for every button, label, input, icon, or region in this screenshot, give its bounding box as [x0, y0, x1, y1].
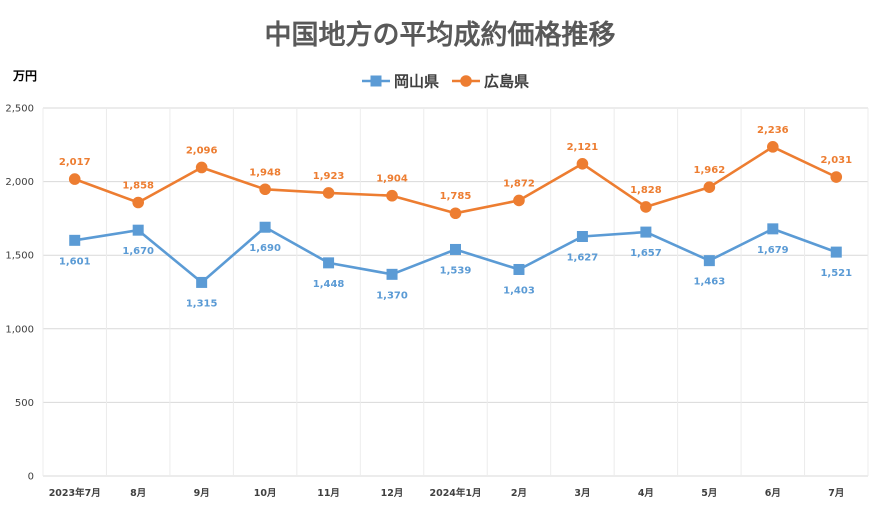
- chart-title: 中国地方の平均成約価格推移: [265, 19, 616, 51]
- data-label: 1,785: [440, 191, 472, 202]
- legend-marker-circle: [460, 75, 472, 87]
- y-tick-label: 2,000: [5, 177, 34, 188]
- data-point-circle: [259, 183, 271, 196]
- data-point-square: [576, 231, 588, 243]
- x-tick-label: 2023年7月: [49, 487, 101, 499]
- data-label: 1,904: [376, 174, 408, 185]
- data-label: 1,679: [757, 245, 789, 256]
- x-tick-label: 11月: [317, 488, 340, 499]
- x-tick-label: 3月: [574, 488, 590, 499]
- data-point-square: [259, 221, 271, 233]
- x-tick-label: 7月: [828, 488, 844, 499]
- data-point-circle: [576, 157, 589, 170]
- data-label: 2,031: [820, 155, 852, 166]
- gridlines: [42, 107, 869, 477]
- data-point-circle: [386, 189, 398, 202]
- data-label: 1,962: [694, 165, 726, 176]
- data-label: 1,948: [249, 167, 281, 178]
- data-point-circle: [68, 173, 81, 185]
- x-tick-label: 4月: [638, 488, 654, 499]
- data-point-square: [830, 246, 842, 258]
- data-point-circle: [767, 141, 779, 153]
- data-label: 1,539: [440, 265, 472, 276]
- data-point-circle: [195, 161, 208, 174]
- y-tick-label: 1,500: [5, 251, 34, 262]
- data-point-square: [640, 226, 652, 238]
- data-label: 1,370: [376, 290, 408, 301]
- x-tick-label: 5月: [701, 488, 717, 499]
- legend-label: 広島県: [484, 73, 529, 91]
- data-point-square: [386, 268, 398, 280]
- y-tick-label: 2,500: [5, 104, 34, 115]
- data-labels: 1,601 1,670 1,315 1,690 1,448 1,370 1,539 1,403…: [59, 125, 852, 310]
- data-point-square: [323, 257, 335, 269]
- legend: 岡山県 広島県: [362, 73, 529, 91]
- data-label: 1,627: [567, 253, 599, 264]
- series-layer: [68, 141, 843, 288]
- data-point-circle: [513, 194, 525, 207]
- data-label: 2,017: [59, 157, 91, 168]
- data-label: 1,403: [503, 285, 535, 296]
- y-axis-ticks: 0 500 1,000 1,500 2,000 2,500: [5, 104, 34, 483]
- x-tick-label: 2月: [511, 488, 527, 499]
- data-point-circle: [703, 181, 716, 193]
- x-tick-label: 8月: [130, 488, 146, 499]
- x-tick-label: 9月: [194, 488, 210, 499]
- x-tick-label: 6月: [765, 488, 781, 499]
- data-label: 1,601: [59, 256, 91, 267]
- data-label: 1,828: [630, 185, 662, 196]
- data-point-circle: [830, 171, 843, 183]
- y-axis-unit-label: 万円: [12, 69, 37, 83]
- y-tick-label: 500: [15, 398, 34, 409]
- data-label: 1,858: [122, 181, 154, 192]
- legend-label: 岡山県: [394, 73, 439, 91]
- data-label: 1,690: [249, 243, 281, 254]
- legend-marker-square: [370, 75, 382, 87]
- x-axis-ticks: 2023年7月 8月 9月 10月 11月 12月 2024年1月 2月 3月 4月 5月 6月 7月: [49, 487, 845, 499]
- series-line-1: [74, 145, 837, 215]
- data-label: 1,448: [313, 279, 345, 290]
- y-tick-label: 1,000: [5, 324, 34, 335]
- data-point-square: [450, 243, 461, 255]
- x-tick-label: 2024年1月: [429, 487, 481, 499]
- y-tick-label: 0: [28, 472, 34, 483]
- data-label: 2,236: [757, 125, 789, 136]
- x-tick-label: 10月: [254, 488, 277, 499]
- data-point-square: [703, 255, 715, 267]
- data-point-circle: [132, 196, 144, 209]
- data-label: 2,121: [567, 142, 599, 153]
- data-point-circle: [640, 201, 652, 213]
- data-label: 1,657: [630, 248, 662, 259]
- data-label: 2,096: [186, 145, 218, 156]
- data-point-circle: [449, 207, 462, 220]
- data-label: 1,872: [503, 178, 535, 189]
- data-label: 1,923: [313, 171, 345, 182]
- data-label: 1,670: [122, 246, 154, 257]
- data-point-square: [767, 223, 779, 235]
- data-point-circle: [322, 187, 335, 199]
- data-point-square: [196, 276, 208, 288]
- data-label: 1,315: [186, 298, 218, 309]
- data-point-square: [513, 263, 525, 275]
- x-tick-label: 12月: [381, 488, 404, 499]
- data-point-square: [69, 234, 81, 246]
- data-label: 1,463: [694, 277, 726, 288]
- data-label: 1,521: [820, 268, 852, 279]
- data-point-square: [132, 224, 144, 236]
